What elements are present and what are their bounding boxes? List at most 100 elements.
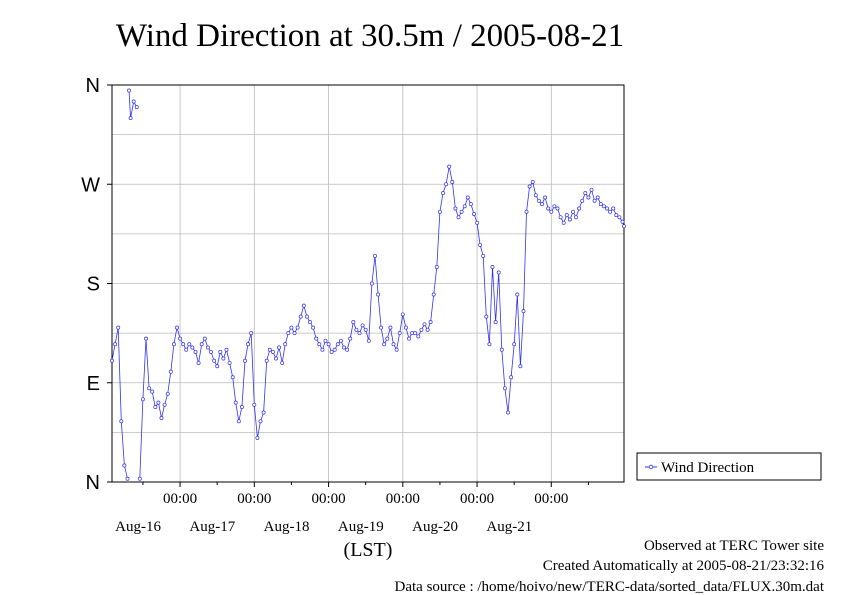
data-point [620, 219, 625, 224]
footer-source: Data source : /home/hoivo/new/TERC-data/… [395, 579, 825, 595]
data-point [246, 342, 251, 347]
data-point [428, 320, 433, 325]
data-point [595, 195, 600, 200]
data-point [506, 410, 510, 415]
data-point [407, 336, 411, 341]
data-point [209, 349, 213, 354]
data-point [236, 419, 241, 424]
legend: Wind Direction [636, 452, 822, 481]
data-point [274, 356, 278, 361]
data-point [289, 325, 294, 330]
data-point [304, 314, 309, 319]
data-point [431, 292, 436, 297]
data-point [277, 345, 282, 350]
data-point [354, 327, 359, 332]
data-point [140, 397, 145, 402]
data-point [403, 325, 408, 330]
data-point [116, 325, 121, 330]
y-tick-label: N [86, 75, 100, 97]
data-point [447, 164, 452, 169]
data-point [459, 209, 464, 214]
data-point [190, 345, 195, 350]
data-point [425, 327, 430, 332]
data-point [351, 320, 356, 325]
data-point [283, 342, 288, 347]
data-point [342, 345, 346, 350]
data-point [434, 265, 439, 269]
data-point [546, 206, 551, 211]
data-point [329, 349, 334, 354]
data-point [165, 391, 170, 396]
data-point [577, 206, 582, 211]
data-point [605, 206, 609, 211]
data-point [450, 180, 455, 184]
x-tick-time-label: 00:00 [386, 491, 420, 507]
series-line [128, 90, 138, 119]
y-tick-label: S [87, 274, 100, 296]
y-tick-label: E [87, 373, 100, 395]
data-point [518, 364, 523, 369]
data-point [410, 331, 415, 336]
data-point [159, 416, 164, 420]
data-point [493, 320, 498, 325]
data-point [147, 386, 152, 391]
data-point [227, 360, 232, 365]
data-point [487, 342, 492, 347]
data-point [472, 212, 476, 216]
data-point [233, 400, 238, 405]
x-tick-time-label: 00:00 [534, 491, 568, 507]
data-point [280, 360, 285, 365]
data-point [530, 180, 535, 184]
data-point [512, 342, 517, 347]
data-point [137, 476, 142, 481]
x-tick-date-label: Aug-16 [115, 519, 161, 535]
data-point [536, 198, 541, 203]
data-point [400, 312, 405, 317]
data-point [376, 292, 381, 297]
data-point [178, 336, 183, 341]
data-point [552, 204, 557, 209]
data-point [270, 349, 275, 354]
data-point [168, 369, 173, 374]
data-point [221, 356, 226, 361]
data-point [357, 331, 362, 336]
data-point [286, 331, 291, 336]
data-point [128, 116, 133, 121]
data-point [456, 215, 461, 220]
x-axis: 00:00Aug-1600:00Aug-1700:00Aug-1800:00Au… [115, 482, 589, 535]
data-point [453, 206, 458, 211]
x-tick-date-label: Aug-17 [189, 519, 235, 535]
data-point [422, 322, 427, 327]
data-point [444, 182, 449, 187]
data-point [543, 195, 548, 200]
data-point [127, 88, 131, 93]
data-point [524, 209, 529, 214]
data-point [574, 215, 578, 220]
x-tick-date-label: Aug-21 [486, 519, 532, 535]
data-point [369, 281, 374, 286]
data-point [171, 342, 176, 347]
data-point [150, 389, 155, 394]
data-point [301, 303, 306, 308]
data-point [515, 292, 520, 297]
data-point [484, 314, 489, 319]
data-point [366, 338, 371, 343]
data-point [611, 206, 616, 211]
data-point [320, 347, 325, 352]
x-tick-date-label: Aug-19 [338, 519, 384, 535]
data-point [379, 325, 384, 330]
data-point [113, 342, 118, 347]
data-point [373, 253, 377, 258]
data-point [332, 347, 337, 352]
data-point [561, 220, 566, 225]
data-point [215, 364, 220, 369]
data-point [622, 224, 626, 229]
data-point [437, 209, 442, 214]
data-point [314, 336, 319, 341]
data-point [199, 342, 204, 347]
data-point [462, 204, 467, 209]
data-point [255, 435, 260, 440]
x-axis-label: (LST) [344, 539, 393, 561]
data-point [264, 358, 269, 363]
data-point [187, 342, 192, 347]
